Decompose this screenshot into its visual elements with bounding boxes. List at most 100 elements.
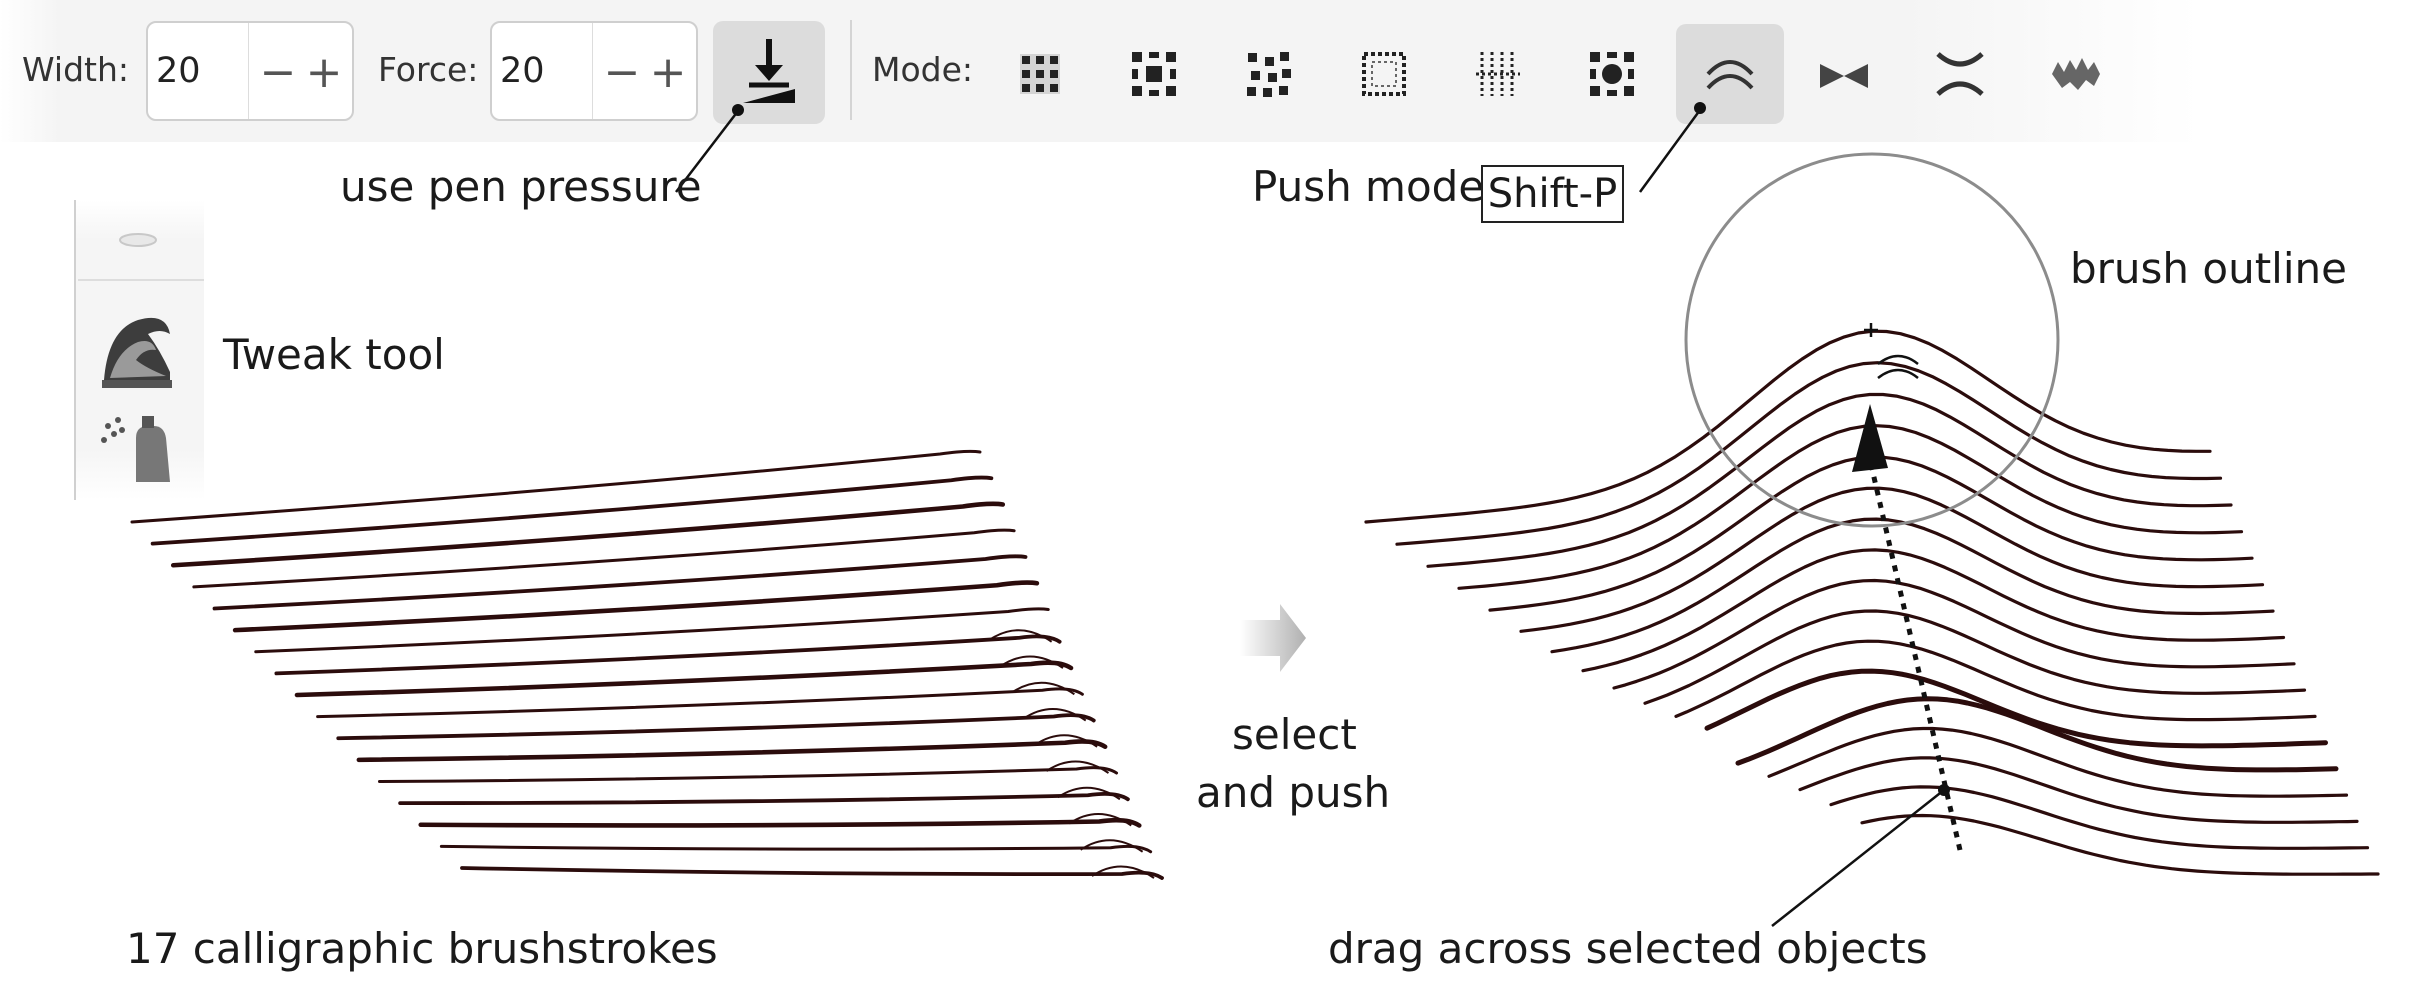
brushstroke-tip <box>1091 865 1155 879</box>
force-decrement-button[interactable]: − <box>603 47 641 98</box>
brushstroke-tip <box>1045 760 1110 774</box>
spray-icon[interactable] <box>101 416 170 482</box>
drag-path <box>1867 459 1963 851</box>
force-value[interactable]: 20 <box>500 51 545 91</box>
mode-rotate-button[interactable] <box>1444 24 1552 124</box>
brushstroke-tip <box>1057 786 1121 801</box>
force-spinbox[interactable]: 20 − + <box>490 21 698 121</box>
tweak-icon[interactable] <box>102 317 172 388</box>
mode-push-button[interactable] <box>1676 24 1784 124</box>
pushed-brushstroke <box>1767 726 2349 798</box>
brushstroke <box>232 580 1040 633</box>
push-mode-leader-line <box>1638 109 1702 193</box>
brushstroke <box>378 766 1118 783</box>
strokes-caption: 17 calligraphic brushstrokes <box>126 924 718 973</box>
push-mode-leader-dot <box>1694 102 1706 114</box>
mode-move-button[interactable] <box>986 24 1094 124</box>
force-increment-button[interactable]: + <box>649 47 687 98</box>
brushstroke <box>294 660 1074 698</box>
brushstroke-tip <box>1011 681 1075 696</box>
brushstroke <box>439 844 1153 854</box>
shrink-grow-icon <box>1820 64 1868 88</box>
pushed-brushstroke <box>1395 361 2223 546</box>
brushstroke <box>418 817 1142 828</box>
pushed-brushstroke <box>1798 756 2359 824</box>
pushed-brushstroke <box>1364 329 2212 524</box>
mode-shrink-grow-button[interactable] <box>1790 24 1898 124</box>
mode-move-inout-button[interactable] <box>1100 24 1208 124</box>
width-value[interactable]: 20 <box>156 51 201 91</box>
calligraphy-icon[interactable] <box>119 233 157 247</box>
pen-pressure-annotation: use pen pressure <box>340 162 702 211</box>
pen-pressure-icon <box>743 39 795 103</box>
brushstroke <box>212 554 1028 611</box>
drag-leader-line <box>1771 789 1945 927</box>
pen-pressure-leader-dot <box>732 104 744 116</box>
pen-pressure-toggle[interactable] <box>713 21 825 124</box>
pushed-brushstroke <box>1829 785 2370 850</box>
brush-outline-circle <box>1684 152 2060 528</box>
push-mode-shortcut: Shift-P <box>1481 165 1624 223</box>
pushed-brushstroke <box>1550 517 2275 654</box>
brushstroke-tip <box>989 629 1053 643</box>
width-label: Width: <box>22 50 129 89</box>
drag-leader-dot <box>1938 784 1950 796</box>
brushstroke-tip <box>1000 655 1064 669</box>
mode-duplicate-button[interactable] <box>1558 24 1666 124</box>
brushstroke <box>460 866 1164 880</box>
move-inout-icon <box>1132 52 1176 96</box>
tweak-push-cursor-icon <box>1864 323 1919 379</box>
push-mode-annotation: Push mode <box>1252 162 1485 211</box>
mode-move-jitter-button[interactable] <box>1214 24 1322 124</box>
brush-outline-annotation: brush outline <box>2070 244 2347 293</box>
brushstroke-tip <box>1023 708 1087 722</box>
original-strokes-group <box>130 449 1164 880</box>
brushstroke <box>316 687 1084 719</box>
select-push-line2: and push <box>1196 768 1391 817</box>
brushstroke-tip <box>1080 839 1144 853</box>
width-spinbox[interactable]: 20 − + <box>146 21 354 121</box>
mode-scale-button[interactable] <box>1330 24 1438 124</box>
brushstroke <box>336 713 1096 741</box>
mode-roughen-button[interactable] <box>2022 24 2130 124</box>
scale-icon <box>1362 52 1406 96</box>
width-decrement-button[interactable]: − <box>259 47 297 98</box>
pushed-strokes-group <box>1364 329 2380 876</box>
pushed-brushstroke <box>1612 578 2296 690</box>
push-icon <box>1706 60 1754 90</box>
select-push-line1: select <box>1232 710 1357 759</box>
brushstroke <box>356 739 1108 763</box>
pushed-brushstroke <box>1674 639 2317 722</box>
pushed-brushstroke <box>1581 548 2286 673</box>
pushed-brushstroke <box>1519 486 2265 633</box>
mode-attract-repel-button[interactable] <box>1906 24 2014 124</box>
drag-arrowhead <box>1852 404 1888 472</box>
brushstroke-tip <box>1034 734 1098 748</box>
tweak-toolbar: Width: 20 − + Force: 20 − + Mode: <box>0 0 2200 142</box>
attract-repel-icon <box>1936 52 1984 96</box>
brushstroke <box>192 528 1016 589</box>
width-increment-button[interactable]: + <box>305 47 343 98</box>
brushstroke <box>170 501 1006 568</box>
move-icon <box>1020 54 1060 94</box>
roughen-icon <box>2052 58 2100 90</box>
force-label: Force: <box>378 50 479 89</box>
brushstroke <box>398 792 1130 806</box>
pen-pressure-leader-line <box>675 110 739 193</box>
pushed-brushstroke <box>1643 609 2307 705</box>
pushed-brushstroke <box>1860 813 2380 876</box>
pushed-brushstroke <box>1457 424 2244 590</box>
brushstroke-tip <box>1068 813 1132 827</box>
pushed-brushstroke <box>1735 696 2339 773</box>
rotate-icon <box>1476 52 1520 96</box>
pushed-brushstroke <box>1426 392 2233 568</box>
right-arrow-icon <box>1240 604 1306 672</box>
brushstroke <box>254 607 1050 654</box>
mode-label: Mode: <box>872 50 974 89</box>
pushed-brushstroke <box>1704 668 2328 749</box>
drag-caption: drag across selected objects <box>1328 924 1928 973</box>
pushed-brushstroke <box>1488 455 2254 612</box>
tweak-tool-annotation: Tweak tool <box>223 330 445 379</box>
brushstroke <box>274 634 1062 676</box>
